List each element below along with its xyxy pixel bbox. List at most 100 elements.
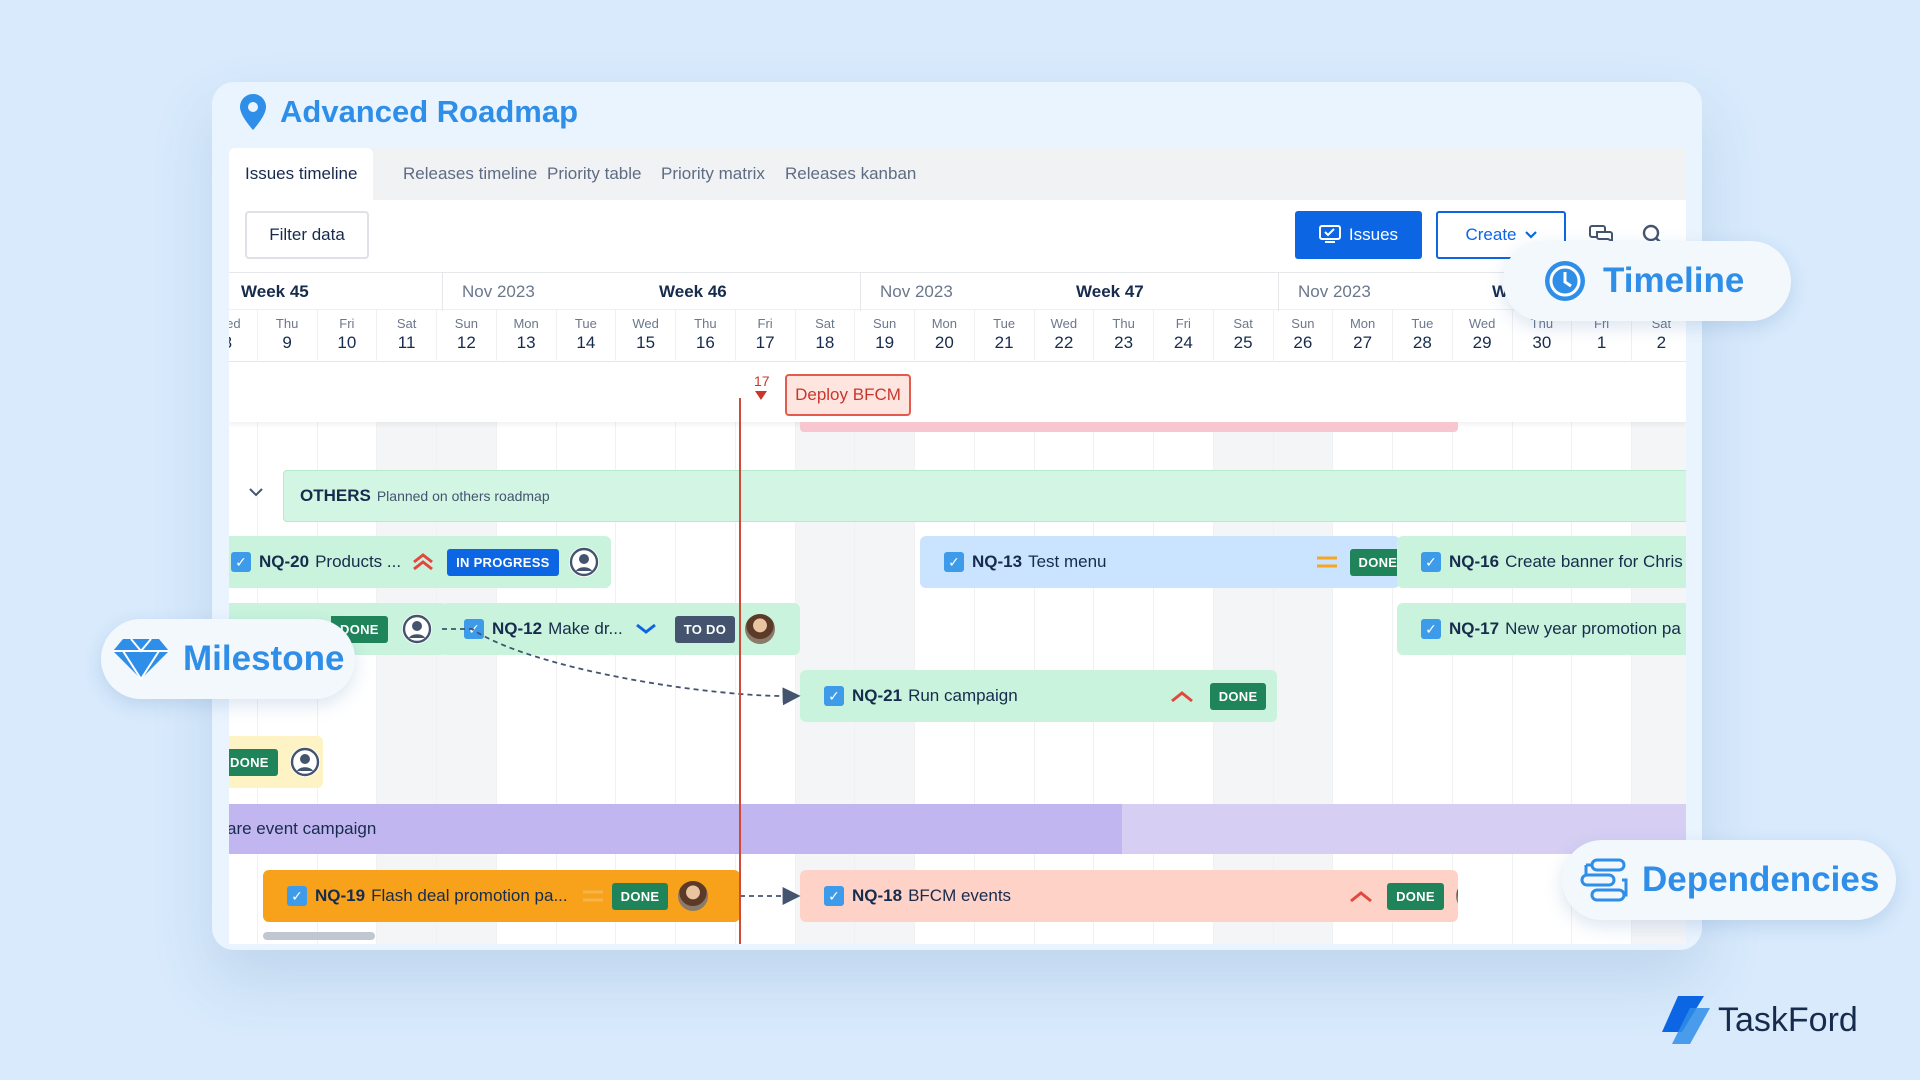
issue-bar-nq-18[interactable]: ✓ NQ-18 BFCM events DONE [800,870,1458,922]
issue-summary: Products ... [315,552,402,571]
checkbox-icon: ✓ [944,552,964,572]
priority-low-icon [635,623,656,634]
issue-summary: Flash deal promotion pa... [371,886,568,905]
callout-dependencies: Dependencies [1562,840,1896,920]
callout-milestone: Milestone [101,619,355,699]
tab-issues-timeline[interactable]: Issues timeline [229,148,374,200]
day-name: Wed [229,316,241,331]
callout-milestone-label: Milestone [183,639,345,678]
month-label: Nov 2023 [462,282,535,301]
dependency-arrow [442,628,801,706]
avatar [401,614,432,644]
day-column-header: Wed 8 [229,310,258,362]
issue-bar-nq-21[interactable]: ✓ NQ-21 Run campaign DONE [800,670,1277,722]
day-number: 2 [1656,333,1667,352]
week-label: Week 46 [659,282,727,301]
comment-icon [1589,225,1613,243]
day-number: 10 [337,333,357,352]
comments-button[interactable] [1586,220,1616,250]
week-divider [860,273,861,311]
day-column-header: Wed 29 [1453,310,1513,362]
day-column-header: Tue 14 [557,310,617,362]
callout-timeline-label: Timeline [1603,261,1745,300]
issue-bar-nq-20[interactable]: ✓ NQ-20 Products ... IN PROGRESS [229,536,611,588]
day-number: 20 [934,333,954,352]
checkbox-icon: ✓ [231,552,251,572]
group-name: OTHERS [300,486,371,505]
issue-bar-nq-13[interactable]: ✓ NQ-13 Test menu DONE [920,536,1400,588]
priority-high-icon [1350,891,1372,903]
checkbox-icon: ✓ [287,886,307,906]
tab-releases-kanban[interactable]: Releases kanban [785,164,917,183]
status-badge: DONE [229,748,278,776]
day-name: Fri [1175,316,1191,331]
status-badge: DONE [1209,682,1267,710]
day-column-header: Wed 15 [616,310,676,362]
day-column-header: Tue 28 [1393,310,1453,362]
status-badge: IN PROGRESS [447,548,559,576]
day-number: 11 [397,333,416,352]
month-label: Nov 2023 [880,282,953,301]
milestone-deploy-bfcm[interactable]: Deploy BFCM [785,374,911,416]
issue-bar-nq-17[interactable]: ✓ NQ-17 New year promotion pa [1397,603,1686,655]
issue-key: NQ-21 [852,686,903,705]
issue-key: NQ-16 [1449,552,1500,571]
issue-bar-row4[interactable]: DONE [229,736,323,788]
day-number: 21 [994,333,1014,352]
day-number: 25 [1233,333,1253,352]
avatar [289,747,320,777]
day-number: 28 [1412,333,1432,352]
issue-bar-nq-19[interactable]: ✓ NQ-19 Flash deal promotion pa... DONE [263,870,740,922]
issue-key: NQ-19 [315,886,366,905]
day-column-header: Mon 27 [1333,310,1393,362]
epic-bar-campaign[interactable]: are event campaign [229,804,1686,854]
week-divider [442,273,443,311]
day-column-header: Fri 10 [318,310,378,362]
release-bar [800,422,1458,432]
day-name: Tue [1411,316,1434,331]
issue-key: NQ-20 [259,552,310,571]
avatar [745,614,776,644]
milestone-lane: 17 Deploy BFCM [229,362,1686,422]
diamond-icon [113,638,169,681]
day-number: 16 [695,333,715,352]
day-name: Mon [931,316,958,331]
tab-priority-table[interactable]: Priority table [547,164,642,183]
week-divider [1278,273,1279,311]
day-column-header: Sat 11 [377,310,437,362]
app-header: Advanced Roadmap [238,92,578,132]
dependency-overlay [442,398,801,944]
issues-button[interactable]: Issues [1295,211,1422,259]
grid-column [915,362,975,944]
issue-summary: New year promotion pa [1505,619,1681,638]
tab-priority-matrix[interactable]: Priority matrix [661,164,765,183]
tab-releases-timeline[interactable]: Releases timeline [403,164,538,183]
callout-timeline: Timeline [1503,241,1791,321]
tab-bar: Issues timeline Releases timeline Priori… [229,148,1686,200]
chevron-down-icon [1524,231,1537,239]
issue-summary: Run campaign [908,686,1018,705]
checkbox-icon: ✓ [824,686,844,706]
grid-column [975,362,1035,944]
day-name: Sat [396,316,417,331]
day-column-header: Fri 17 [736,310,796,362]
status-badge: DONE [611,882,669,910]
horizontal-scrollbar[interactable] [263,932,375,940]
group-collapse-toggle[interactable] [241,477,271,507]
day-number: 15 [636,333,656,352]
day-name: Fri [339,316,355,331]
issue-bar-nq-16[interactable]: ✓ NQ-16 Create banner for Chris [1397,536,1686,588]
issue-summary: Test menu [1028,552,1107,571]
day-name: Tue [574,316,597,331]
day-name: Sat [1233,316,1253,331]
day-column-header: Sun 26 [1274,310,1334,362]
day-column-header: Wed 22 [1035,310,1095,362]
checkbox-icon: ✓ [1421,552,1441,572]
day-number: 30 [1532,333,1552,352]
priority-highest-icon [413,553,433,571]
monitor-icon [1318,225,1341,243]
day-number: 13 [516,333,536,352]
filter-data-button[interactable]: Filter data [245,211,369,259]
group-row-others[interactable]: OTHERS Planned on others roadmap [283,470,1686,522]
day-column-header: Fri 24 [1154,310,1214,362]
